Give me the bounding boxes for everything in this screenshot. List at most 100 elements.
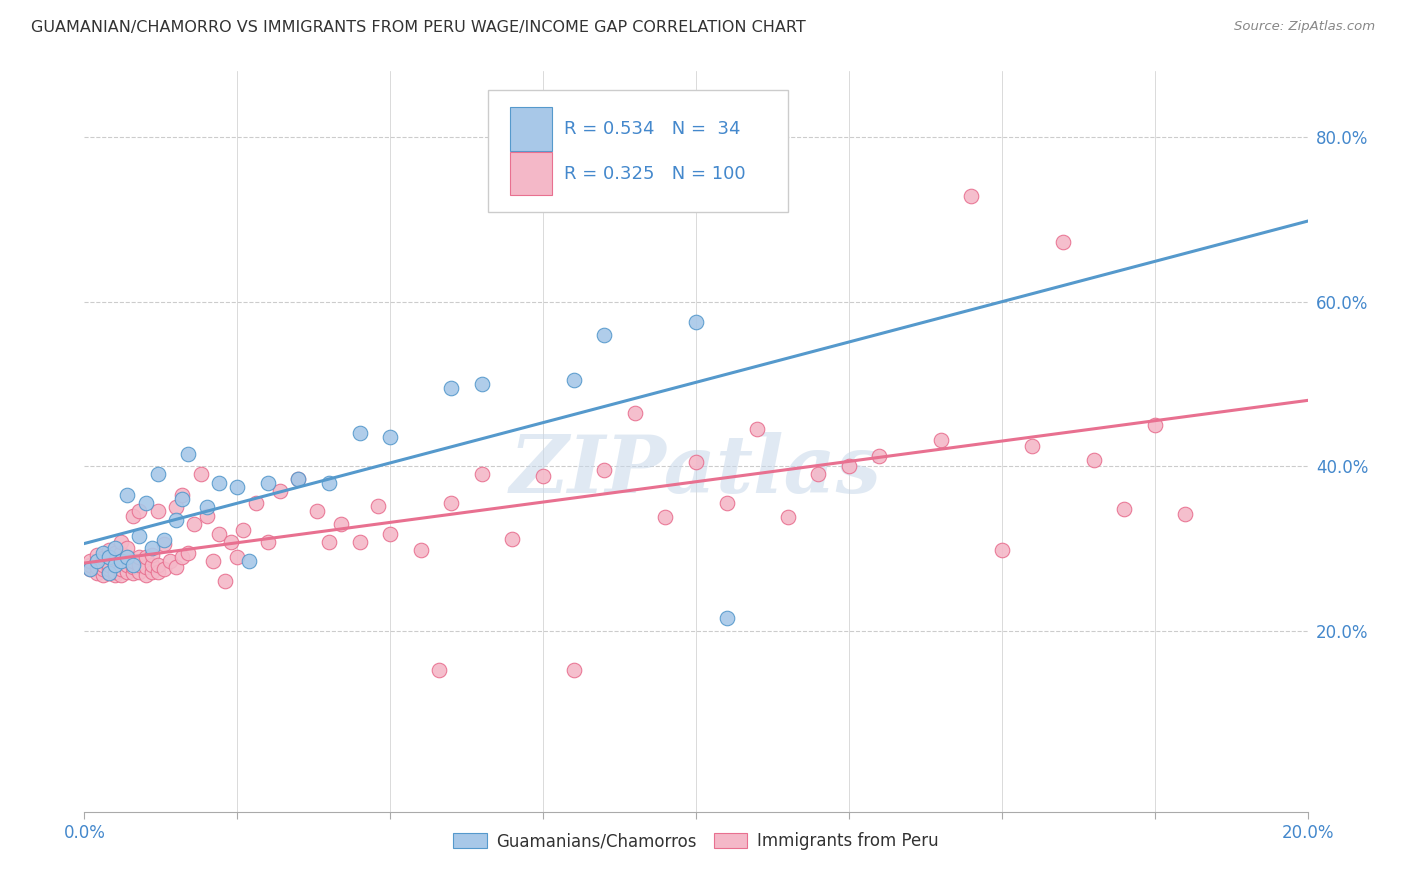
Point xyxy=(122,554,145,568)
Point xyxy=(86,554,108,568)
Point xyxy=(122,559,145,574)
Point xyxy=(128,558,150,572)
Point xyxy=(91,546,114,560)
Point xyxy=(380,526,402,541)
Point xyxy=(128,529,150,543)
Point xyxy=(531,469,554,483)
Point xyxy=(471,467,494,482)
Point xyxy=(257,475,280,490)
Point xyxy=(807,467,830,482)
Point xyxy=(122,558,145,572)
Point xyxy=(409,543,432,558)
Point xyxy=(1083,452,1105,467)
Point xyxy=(208,475,231,490)
Point xyxy=(104,567,127,582)
Point xyxy=(245,496,267,510)
Point xyxy=(135,567,157,582)
Point xyxy=(201,554,224,568)
Point xyxy=(110,535,132,549)
Point xyxy=(471,376,494,391)
Point xyxy=(287,471,309,485)
Point xyxy=(97,562,120,576)
Point xyxy=(91,567,114,582)
Point xyxy=(562,373,585,387)
Point xyxy=(502,532,524,546)
Point xyxy=(624,406,647,420)
Point xyxy=(104,565,127,579)
Point xyxy=(110,567,132,582)
Point xyxy=(440,381,463,395)
Point xyxy=(427,663,450,677)
Point xyxy=(122,508,145,523)
Point xyxy=(869,450,891,464)
Point xyxy=(128,565,150,579)
Point xyxy=(128,504,150,518)
Point xyxy=(104,558,127,572)
Point xyxy=(747,422,769,436)
Point xyxy=(86,554,108,568)
Point xyxy=(153,533,176,548)
Point xyxy=(172,488,194,502)
Point xyxy=(219,535,242,549)
Point xyxy=(929,433,952,447)
Point xyxy=(104,541,127,556)
Point xyxy=(146,504,169,518)
Point xyxy=(305,504,328,518)
Point xyxy=(153,537,176,551)
Point xyxy=(141,548,163,562)
Text: ZIPatlas: ZIPatlas xyxy=(510,433,882,510)
Point xyxy=(141,558,163,572)
Point xyxy=(269,483,291,498)
Text: Source: ZipAtlas.com: Source: ZipAtlas.com xyxy=(1234,20,1375,33)
Point xyxy=(91,558,114,572)
Point xyxy=(238,554,260,568)
Point xyxy=(159,554,181,568)
Point xyxy=(177,546,200,560)
Point xyxy=(122,566,145,581)
Point xyxy=(165,513,187,527)
Point xyxy=(86,559,108,574)
Point xyxy=(226,480,249,494)
Point xyxy=(115,549,138,564)
Point xyxy=(349,535,371,549)
Point xyxy=(79,558,101,572)
Point xyxy=(838,459,860,474)
Point xyxy=(190,467,212,482)
Point xyxy=(91,562,114,576)
Point xyxy=(1052,235,1074,250)
Point xyxy=(97,543,120,558)
Point xyxy=(172,492,194,507)
Point xyxy=(593,327,616,342)
Point xyxy=(115,549,138,564)
Point xyxy=(141,565,163,579)
Point xyxy=(776,510,799,524)
FancyBboxPatch shape xyxy=(510,107,551,151)
Point xyxy=(165,500,187,515)
Point xyxy=(135,496,157,510)
Point xyxy=(104,558,127,572)
Point xyxy=(654,510,676,524)
Point xyxy=(183,516,205,531)
Point xyxy=(1114,502,1136,516)
Point xyxy=(330,516,353,531)
Text: GUAMANIAN/CHAMORRO VS IMMIGRANTS FROM PERU WAGE/INCOME GAP CORRELATION CHART: GUAMANIAN/CHAMORRO VS IMMIGRANTS FROM PE… xyxy=(31,20,806,35)
Point xyxy=(349,426,371,441)
Point xyxy=(128,549,150,564)
Point xyxy=(177,447,200,461)
Point xyxy=(97,558,120,572)
Point xyxy=(380,430,402,444)
Point xyxy=(257,535,280,549)
Point xyxy=(153,562,176,576)
Point xyxy=(1143,418,1166,433)
Point xyxy=(716,496,738,510)
FancyBboxPatch shape xyxy=(488,90,787,212)
Point xyxy=(79,562,101,576)
Point xyxy=(110,554,132,568)
Point xyxy=(318,535,340,549)
Point xyxy=(79,554,101,568)
Point xyxy=(593,463,616,477)
Point xyxy=(195,500,218,515)
Point xyxy=(86,548,108,562)
Point xyxy=(208,526,231,541)
Point xyxy=(97,549,120,564)
